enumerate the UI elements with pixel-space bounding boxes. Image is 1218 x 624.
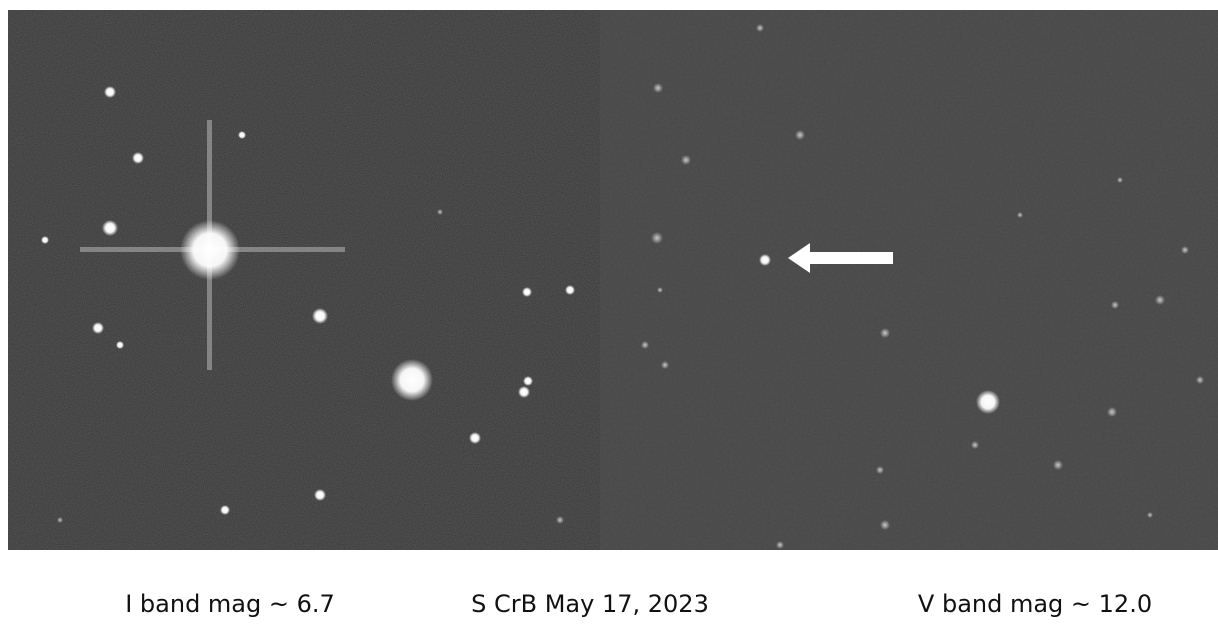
right-caption: V band mag ~ 12.0: [918, 590, 1152, 618]
star: [518, 386, 530, 398]
center-caption: S CrB May 17, 2023: [471, 590, 709, 618]
star: [220, 505, 230, 515]
star: [880, 328, 890, 338]
star: [469, 432, 481, 444]
star: [653, 83, 663, 93]
left-noise: [8, 10, 600, 550]
star: [132, 152, 144, 164]
star: [92, 322, 104, 334]
right-noise: [600, 10, 1218, 550]
star: [651, 232, 663, 244]
star: [976, 390, 1000, 414]
star: [1053, 460, 1063, 470]
star: [116, 341, 124, 349]
star: [641, 341, 649, 349]
star: [523, 376, 533, 386]
arrow-shaft: [805, 252, 893, 264]
star: [238, 131, 246, 139]
star: [102, 220, 118, 236]
star: [1147, 512, 1153, 518]
star: [971, 441, 979, 449]
star: [681, 155, 691, 165]
arrow: [788, 243, 893, 273]
star: [1196, 376, 1204, 384]
star: [657, 287, 663, 293]
star: [776, 541, 784, 549]
star: [1117, 177, 1123, 183]
star: [756, 24, 764, 32]
star: [661, 361, 669, 369]
star: [180, 220, 240, 280]
star: [57, 517, 63, 523]
star: [795, 130, 805, 140]
star: [1017, 212, 1023, 218]
stars: [41, 24, 1204, 549]
star: [565, 285, 575, 295]
left-caption: I band mag ~ 6.7: [125, 590, 335, 618]
star: [1107, 407, 1117, 417]
star: [1181, 246, 1189, 254]
star: [759, 254, 771, 266]
star: [391, 359, 433, 401]
star: [522, 287, 532, 297]
star: [1111, 301, 1119, 309]
star: [104, 86, 116, 98]
star: [1155, 295, 1165, 305]
star: [880, 520, 890, 530]
star: [556, 516, 564, 524]
arrow-head: [788, 243, 810, 273]
star: [314, 489, 326, 501]
star: [41, 236, 49, 244]
star: [437, 209, 443, 215]
star: [312, 308, 328, 324]
star: [876, 466, 884, 474]
